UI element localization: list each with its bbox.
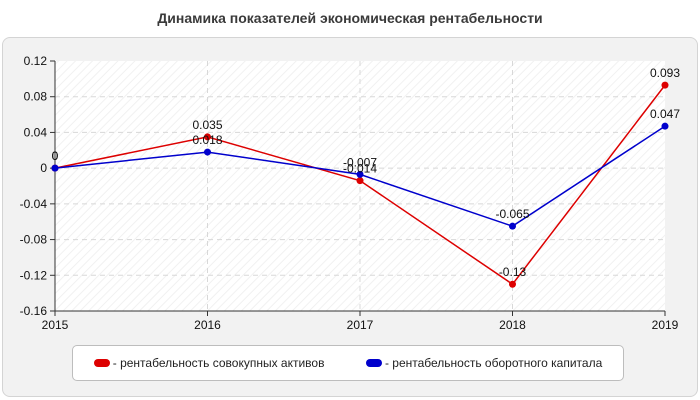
data-point [509, 280, 516, 288]
data-label: 0 [52, 149, 59, 163]
data-label: 0 [52, 149, 59, 163]
y-tick-label: -0.12 [20, 268, 48, 282]
data-label: 0.035 [192, 118, 222, 132]
data-label: 0.018 [192, 133, 222, 147]
data-point [204, 133, 211, 141]
x-tick-label: 2019 [652, 318, 679, 332]
y-tick-label: 0.12 [24, 54, 48, 68]
data-point [509, 222, 516, 230]
data-point [661, 81, 669, 89]
y-tick-label: -0.16 [20, 304, 48, 318]
legend-label-working-capital: - рентабельность оборотного капитала [384, 356, 603, 370]
y-tick-label: 0 [40, 161, 47, 175]
legend-swatch-working-capital [365, 359, 382, 367]
x-tick-label: 2017 [347, 318, 374, 332]
chart-title: Динамика показателей экономическая рента… [157, 10, 543, 26]
data-point [661, 122, 669, 130]
legend-swatch-assets [93, 359, 110, 367]
data-point [356, 177, 364, 185]
data-point [356, 170, 364, 178]
data-label: -0.13 [499, 265, 527, 279]
y-tick-label: 0.08 [24, 90, 48, 104]
data-label: -0.014 [343, 162, 377, 176]
data-label: -0.007 [343, 155, 377, 169]
x-tick-label: 2015 [42, 318, 69, 332]
x-tick-label: 2016 [194, 318, 221, 332]
legend: - рентабельность совокупных активов - ре… [72, 345, 624, 381]
data-point [51, 164, 59, 172]
data-label: 0.093 [650, 66, 680, 80]
legend-item-working-capital: - рентабельность оборотного капитала [365, 356, 603, 370]
x-tick-label: 2018 [499, 318, 526, 332]
data-label: 0.047 [650, 107, 680, 121]
y-tick-label: -0.04 [20, 197, 48, 211]
y-tick-label: -0.08 [20, 233, 48, 247]
legend-label-assets: - рентабельность совокупных активов [112, 356, 325, 370]
data-label: -0.065 [495, 207, 529, 221]
y-tick-label: 0.04 [24, 125, 48, 139]
legend-item-assets: - рентабельность совокупных активов [93, 356, 325, 370]
data-point [204, 148, 211, 156]
